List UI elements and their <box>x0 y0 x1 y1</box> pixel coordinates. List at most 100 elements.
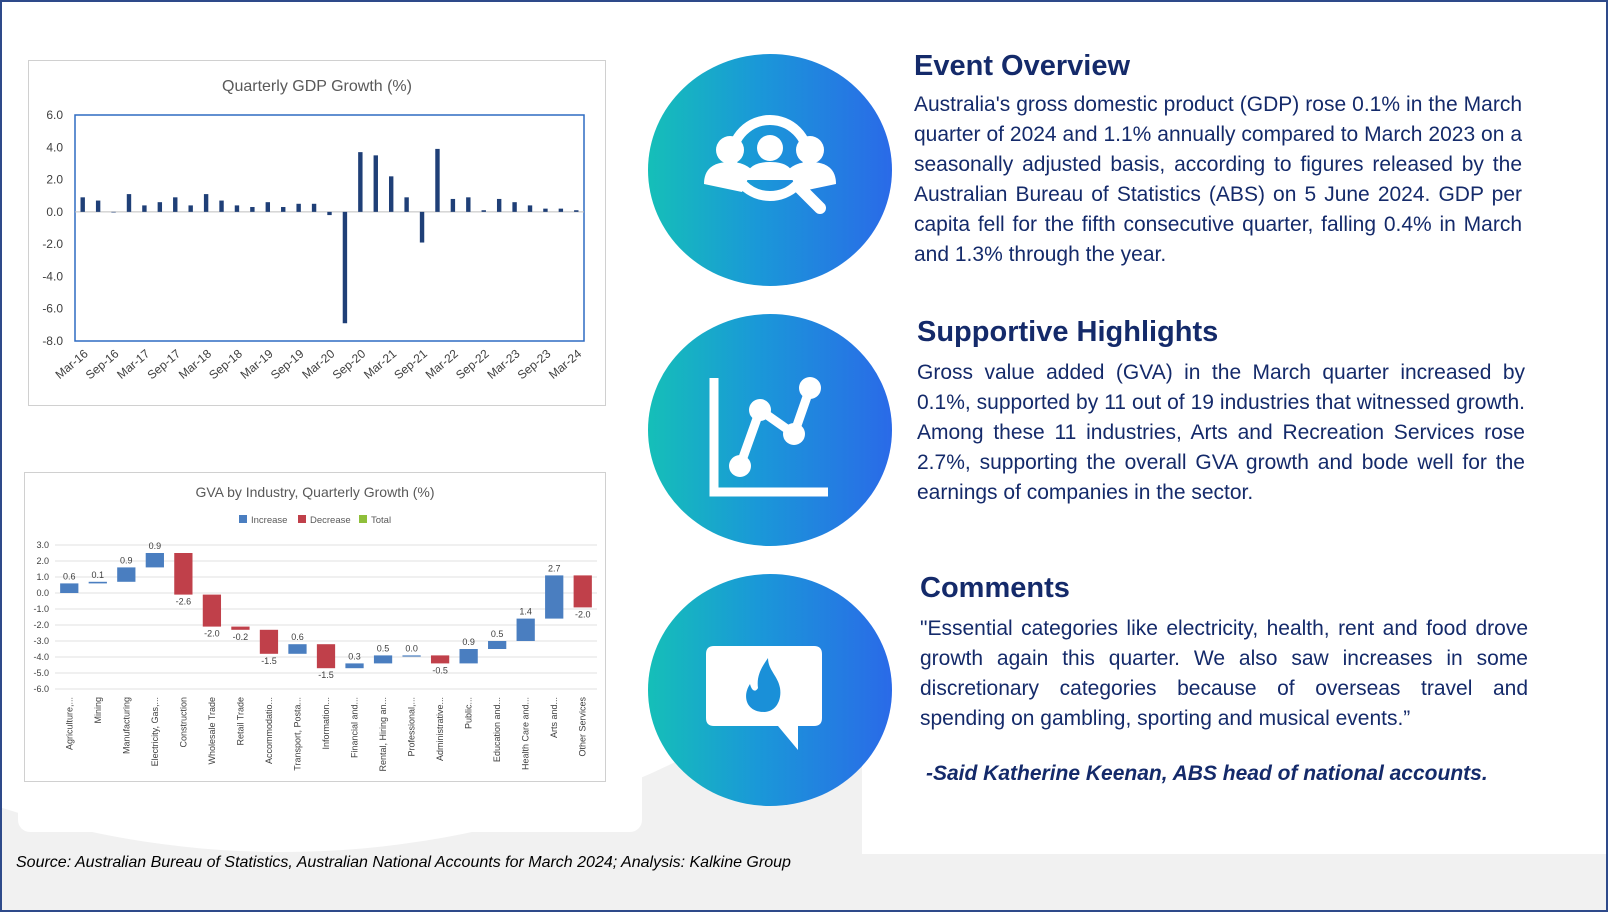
event-overview-circle <box>648 54 892 286</box>
gva-x-tick-label: Rental, Hiring an... <box>378 697 388 772</box>
gva-bar <box>288 644 307 654</box>
gdp-bar <box>95 200 101 212</box>
gva-bar <box>88 581 107 584</box>
gdp-y-tick-label: 4.0 <box>46 140 63 154</box>
gdp-y-tick-label: -8.0 <box>42 334 63 348</box>
gdp-chart-title: Quarterly GDP Growth (%) <box>222 78 412 95</box>
gva-data-label: 0.9 <box>462 637 475 647</box>
gdp-x-tick-label: Mar-23 <box>484 346 522 381</box>
gdp-bar <box>265 202 271 212</box>
gdp-x-tick-label: Sep-21 <box>391 346 430 382</box>
gva-data-label: 0.5 <box>491 629 504 639</box>
gdp-x-tick-label: Sep-18 <box>206 346 245 382</box>
gva-data-label: 0.0 <box>405 643 418 653</box>
gva-x-tick-label: Education and... <box>492 697 502 762</box>
gdp-bar <box>527 205 533 212</box>
gdp-bar <box>388 176 394 212</box>
gdp-bar <box>373 155 378 212</box>
event-overview-body: Australia's gross domestic product (GDP)… <box>914 93 1522 266</box>
gva-chart-title: GVA by Industry, Quarterly Growth (%) <box>195 484 434 500</box>
gva-x-tick-label: Information... <box>321 697 331 750</box>
magnifier-people-icon <box>704 115 836 214</box>
gdp-bar <box>358 152 363 212</box>
gdp-bar <box>80 197 85 212</box>
gdp-x-tick-label: Mar-18 <box>176 346 214 381</box>
gva-legend-swatch <box>359 515 367 523</box>
gva-data-label: 0.9 <box>120 555 133 565</box>
gva-data-label: 0.6 <box>63 571 76 581</box>
gva-data-label: -1.5 <box>318 670 334 680</box>
gdp-y-tick-label: -2.0 <box>42 237 63 251</box>
gdp-bar <box>543 208 548 212</box>
gva-x-tick-label: Health Care and... <box>521 697 531 770</box>
gva-industry-chart: GVA by Industry, Quarterly Growth (%) In… <box>33 484 597 772</box>
gdp-x-tick-label: Sep-17 <box>145 346 184 382</box>
gva-bar <box>174 553 193 595</box>
gva-x-tick-label: Mining <box>93 697 103 724</box>
quote-attribution: -Said Katherine Keenan, ABS head of nati… <box>926 762 1488 785</box>
gdp-bar <box>188 205 193 212</box>
gdp-y-tick-label: 6.0 <box>46 108 63 122</box>
supportive-highlights-circle <box>648 314 892 546</box>
gdp-bar <box>327 211 332 216</box>
gva-y-tick-label: 0.0 <box>36 588 49 598</box>
gdp-y-tick-label: 0.0 <box>46 205 63 219</box>
gdp-y-tick-label: -4.0 <box>42 269 63 283</box>
gva-y-tick-label: 1.0 <box>36 572 49 582</box>
gva-data-label: 0.5 <box>377 643 390 653</box>
gva-y-tick-label: -2.0 <box>33 620 49 630</box>
gdp-x-tick-label: Sep-19 <box>268 346 307 382</box>
gva-bar <box>231 626 250 630</box>
gva-y-tick-label: 2.0 <box>36 556 49 566</box>
gva-bar <box>430 655 450 664</box>
gva-data-label: -0.5 <box>432 665 448 675</box>
gva-y-tick-label: -3.0 <box>33 636 49 646</box>
gva-data-label: 0.1 <box>92 570 105 580</box>
event-overview-title: Event Overview <box>914 50 1130 82</box>
gdp-y-tick-label: -6.0 <box>42 302 63 316</box>
gdp-x-tick-label: Mar-22 <box>423 346 461 381</box>
comments-title: Comments <box>920 572 1070 604</box>
gdp-plot-area <box>74 114 585 342</box>
gva-data-label: 1.4 <box>519 607 532 617</box>
gva-bar <box>117 567 136 582</box>
gva-data-label: 0.3 <box>348 651 361 661</box>
comments-circle <box>648 574 892 806</box>
gdp-x-tick-label: Mar-24 <box>546 346 584 381</box>
gdp-bar <box>311 203 317 212</box>
gdp-x-tick-label: Sep-20 <box>330 346 369 382</box>
gva-legend-swatch <box>298 515 306 523</box>
charts-card: Quarterly GDP Growth (%) 6.0 4.0 2.0 0.0 -2.… <box>18 30 642 832</box>
gdp-bar <box>481 210 486 212</box>
gva-bar <box>459 649 478 664</box>
gdp-chart-box: Quarterly GDP Growth (%) 6.0 4.0 2.0 0.0 -2.… <box>28 60 606 406</box>
line-chart-icon <box>709 377 828 497</box>
gva-legend-label: Decrease <box>310 515 351 526</box>
gdp-bar <box>466 197 471 212</box>
gdp-bar <box>558 208 564 212</box>
gva-y-tick-label: -1.0 <box>33 604 49 614</box>
text-panel-background <box>862 2 1606 854</box>
source-note: Source: Australian Bureau of Statistics,… <box>16 854 791 871</box>
gva-x-tick-label: Professional,... <box>407 697 417 757</box>
gdp-x-tick-label: Mar-21 <box>361 346 399 381</box>
gdp-bar <box>404 197 409 212</box>
gva-legend-label: Total <box>371 515 391 526</box>
gdp-bar <box>173 197 178 212</box>
gdp-bar <box>281 207 286 212</box>
gdp-bar <box>111 211 116 213</box>
gva-data-label: 0.9 <box>149 541 162 551</box>
gdp-x-tick-label: Sep-23 <box>515 346 554 382</box>
supportive-highlights-body: Gross value added (GVA) in the March qua… <box>917 361 1525 504</box>
gdp-bar <box>142 205 147 212</box>
gva-x-tick-label: Other Services <box>578 697 588 757</box>
gdp-x-tick-label: Sep-22 <box>453 346 492 382</box>
gva-bar <box>402 655 421 657</box>
gdp-bar <box>450 198 456 212</box>
gva-x-tick-label: Construction <box>178 697 188 748</box>
gva-x-tick-label: Manufacturing <box>121 697 131 754</box>
gva-bar <box>202 594 222 627</box>
gva-bar <box>545 575 564 619</box>
gdp-bar <box>126 194 132 212</box>
gdp-x-tick-label: Mar-20 <box>299 346 337 381</box>
